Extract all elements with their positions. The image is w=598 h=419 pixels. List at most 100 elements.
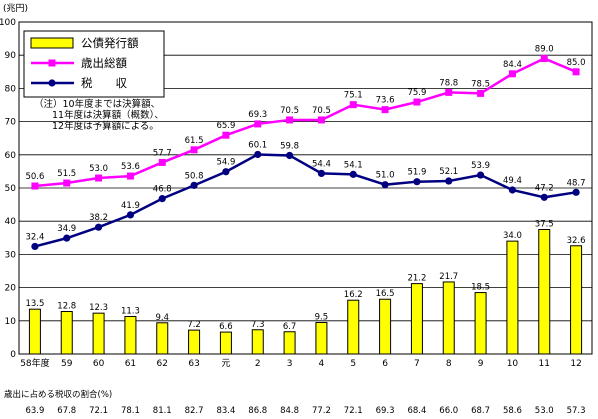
expenditure-value-label: 53.0 xyxy=(89,164,108,174)
bond-issuance-bar xyxy=(156,322,169,355)
y-tick-label: 90 xyxy=(5,51,17,61)
ratio-value: 72.1 xyxy=(344,406,363,416)
note-line-2: 11年度は決算額（概数）、 xyxy=(52,109,164,121)
tax-revenue-marker xyxy=(413,178,421,186)
bond-issuance-bar xyxy=(188,329,201,355)
y-axis-ticks: 0 10 20 30 40 50 60 70 80 90 100 xyxy=(0,18,16,360)
bond-issuance-value-label: 21.2 xyxy=(407,274,426,284)
tax-revenue-marker xyxy=(476,171,485,179)
x-tick-label: 7 xyxy=(414,359,420,369)
x-tick-label: 12 xyxy=(570,359,581,369)
bond-issuance-value-label: 9.4 xyxy=(155,313,169,323)
expenditure-value-label: 70.5 xyxy=(312,106,331,116)
tax-revenue-value-label: 46.8 xyxy=(153,185,172,195)
expenditure-value-label: 57.7 xyxy=(153,148,172,158)
expenditure-marker xyxy=(540,55,548,63)
expenditure-value-label: 61.5 xyxy=(185,136,204,146)
x-tick-label: 60 xyxy=(93,359,105,369)
bond-issuance-bar xyxy=(219,331,232,355)
bond-issuance-value-label: 13.5 xyxy=(25,299,44,309)
bond-issuance-value-label: 6.6 xyxy=(219,322,233,332)
x-tick-label: 2 xyxy=(255,359,261,369)
bond-issuance-bar xyxy=(570,245,583,355)
y-tick-label: 50 xyxy=(5,184,17,194)
tax-revenue-value-label: 50.8 xyxy=(185,171,204,181)
bond-issuance-bar xyxy=(506,240,519,355)
x-tick-label: 6 xyxy=(382,359,388,369)
tax-revenue-marker xyxy=(94,223,103,231)
y-tick-label: 10 xyxy=(5,317,17,327)
bond-issuance-value-label: 12.8 xyxy=(57,302,76,312)
note-line-3: 12年度は予算額による。 xyxy=(52,120,159,132)
note: （注）10年度までは決算額、 11年度は決算額（概数）、 12年度は予算額による… xyxy=(34,98,164,132)
ratio-value: 69.3 xyxy=(376,406,395,416)
tax-revenue-marker xyxy=(349,170,357,178)
ratio-value: 78.1 xyxy=(121,406,140,416)
expenditure-marker xyxy=(63,179,71,187)
legend-label-bonds: 公債発行額 xyxy=(81,36,139,50)
legend-label-expenditure: 歳出総額 xyxy=(81,56,127,70)
bond-issuance-bar xyxy=(538,229,551,355)
x-tick-label: 58年度 xyxy=(20,357,49,369)
tax-revenue-marker xyxy=(158,195,166,203)
bond-issuance-value-label: 12.3 xyxy=(89,303,108,313)
ratio-value: 58.6 xyxy=(503,406,522,416)
expenditure-marker xyxy=(190,146,198,154)
expenditure-value-label: 75.9 xyxy=(407,88,426,98)
tax-revenue-value-label: 59.8 xyxy=(280,141,299,151)
legend-label-tax: 税 収 xyxy=(81,76,127,90)
expenditure-marker xyxy=(158,158,166,166)
ratio-value: 72.1 xyxy=(89,406,108,416)
bond-issuance-value-label: 16.5 xyxy=(376,289,395,299)
ratio-value: 86.8 xyxy=(248,406,267,416)
tax-revenue-value-label: 60.1 xyxy=(248,140,267,150)
expenditure-value-label: 65.9 xyxy=(216,121,235,131)
tax-revenue-value-label: 54.1 xyxy=(344,160,363,170)
ratio-value: 81.1 xyxy=(153,406,172,416)
bond-issuance-bar xyxy=(60,311,73,355)
expenditure-marker xyxy=(222,131,230,139)
tax-revenue-value-label: 32.4 xyxy=(25,232,44,242)
ratio-values: 63.9 67.8 72.1 78.1 81.1 82.7 83.4 86.8 84.8 77.2… xyxy=(25,406,585,416)
bond-issuance-value-label: 11.3 xyxy=(121,306,140,316)
expenditure-marker xyxy=(572,68,580,76)
bond-issuance-bar xyxy=(124,315,137,355)
expenditure-value-label: 70.5 xyxy=(280,106,299,116)
tax-revenue-value-label: 48.7 xyxy=(567,178,586,188)
expenditure-value-label: 53.6 xyxy=(121,162,140,172)
expenditure-value-label: 51.5 xyxy=(57,169,76,179)
tax-revenue-value-label: 34.9 xyxy=(57,224,76,234)
ratio-value: 57.3 xyxy=(567,406,586,416)
tax-revenue-marker xyxy=(254,150,262,159)
expenditure-marker xyxy=(95,174,103,182)
bond-issuance-value-label: 18.5 xyxy=(471,283,490,293)
bond-issuance-value-label: 37.5 xyxy=(535,220,554,230)
y-tick-label: 70 xyxy=(5,118,17,128)
bond-issuance-bar xyxy=(315,321,328,355)
bond-issuance-bar xyxy=(474,292,487,355)
expenditure-marker xyxy=(286,116,294,124)
expenditure-marker xyxy=(445,88,453,96)
y-tick-label: 30 xyxy=(5,250,17,260)
x-tick-label: 11 xyxy=(539,359,550,369)
expenditure-value-label: 78.5 xyxy=(471,79,490,89)
tax-revenue-value-label: 41.9 xyxy=(121,201,140,211)
expenditure-marker xyxy=(254,120,262,128)
tax-revenue-marker xyxy=(63,234,71,242)
tax-revenue-marker xyxy=(190,181,198,189)
expenditure-value-label: 69.3 xyxy=(248,110,267,120)
line-series: 50.6 51.5 53.0 53.6 57.7 61.5 65.9 69.3 70.5 70.5… xyxy=(25,45,586,251)
expenditure-value-label: 78.8 xyxy=(439,78,458,88)
expenditure-marker xyxy=(508,70,516,78)
x-tick-label: 9 xyxy=(478,359,484,369)
bond-issuance-value-label: 9.5 xyxy=(315,312,329,322)
y-tick-label: 100 xyxy=(0,18,16,28)
tax-revenue-value-label: 47.2 xyxy=(535,183,554,193)
note-line-1: （注）10年度までは決算額、 xyxy=(34,98,160,110)
ratio-value: 63.9 xyxy=(25,406,44,416)
bond-issuance-bar xyxy=(379,298,392,355)
x-tick-label: 8 xyxy=(446,359,452,369)
bond-issuance-bar xyxy=(92,312,105,355)
bond-issuance-value-label: 34.0 xyxy=(503,231,522,241)
